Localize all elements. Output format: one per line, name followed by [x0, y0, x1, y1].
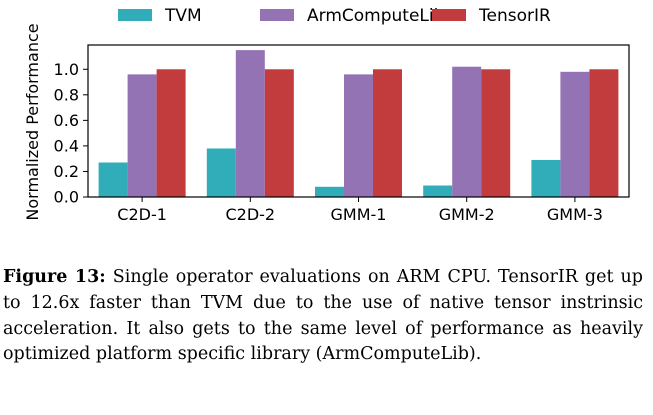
- legend-label-tensorir: TensorIR: [478, 6, 551, 26]
- bar-tvm-gmm-3: [531, 159, 561, 197]
- bar-tensorir-gmm-3: [589, 69, 619, 197]
- bar-armcomputelib-c2d-2: [235, 50, 265, 197]
- y-tick-label: 0.0: [54, 188, 79, 207]
- bar-armcomputelib-gmm-2: [452, 66, 482, 197]
- bars: [98, 50, 619, 197]
- bar-armcomputelib-c2d-1: [127, 74, 157, 197]
- legend-swatch-armcomputelib: [260, 9, 294, 21]
- bar-tvm-gmm-1: [315, 186, 344, 197]
- figure-caption: Figure 13: Single operator evaluations o…: [3, 265, 643, 368]
- bar-tensorir-gmm-1: [373, 69, 402, 197]
- plot-frame: [87, 44, 630, 198]
- bar-armcomputelib-gmm-3: [560, 71, 590, 197]
- legend-swatch-tvm: [118, 9, 152, 21]
- y-tick-label: 0.8: [54, 85, 79, 104]
- bar-tvm-c2d-1: [98, 162, 128, 197]
- bar-tensorir-c2d-1: [156, 69, 186, 197]
- x-axis-ticks: C2D-1 C2D-2 GMM-1 GMM-2 GMM-3: [117, 197, 603, 224]
- x-tick-label: C2D-1: [117, 205, 167, 224]
- x-tick-label: C2D-2: [225, 205, 275, 224]
- bar-tensorir-gmm-2: [481, 69, 511, 197]
- y-tick-label: 1.0: [54, 60, 79, 79]
- y-axis-ticks: 0.0 0.2 0.4 0.6 0.8 1.0: [54, 60, 88, 207]
- bar-chart: TVM ArmComputeLib TensorIR Normalized Perf…: [23, 6, 630, 224]
- y-tick-label: 0.2: [54, 162, 79, 181]
- bar-tensorir-c2d-2: [264, 69, 294, 197]
- y-tick-label: 0.6: [54, 111, 79, 130]
- bar-tvm-c2d-2: [206, 148, 236, 197]
- bar-armcomputelib-gmm-1: [344, 74, 373, 197]
- x-tick-label: GMM-3: [547, 205, 603, 224]
- legend-swatch-tensorir: [432, 9, 466, 21]
- legend-label-armcomputelib: ArmComputeLib: [307, 6, 444, 26]
- bar-tvm-gmm-2: [423, 185, 453, 197]
- legend-label-tvm: TVM: [164, 6, 202, 26]
- caption-text: Single operator evaluations on ARM CPU. …: [3, 267, 643, 365]
- x-tick-label: GMM-2: [439, 205, 495, 224]
- caption-label: Figure 13:: [3, 267, 106, 287]
- y-tick-label: 0.4: [54, 136, 79, 155]
- legend: TVM ArmComputeLib TensorIR: [118, 6, 551, 26]
- x-tick-label: GMM-1: [331, 205, 387, 224]
- y-axis-label: Normalized Performance: [23, 23, 42, 220]
